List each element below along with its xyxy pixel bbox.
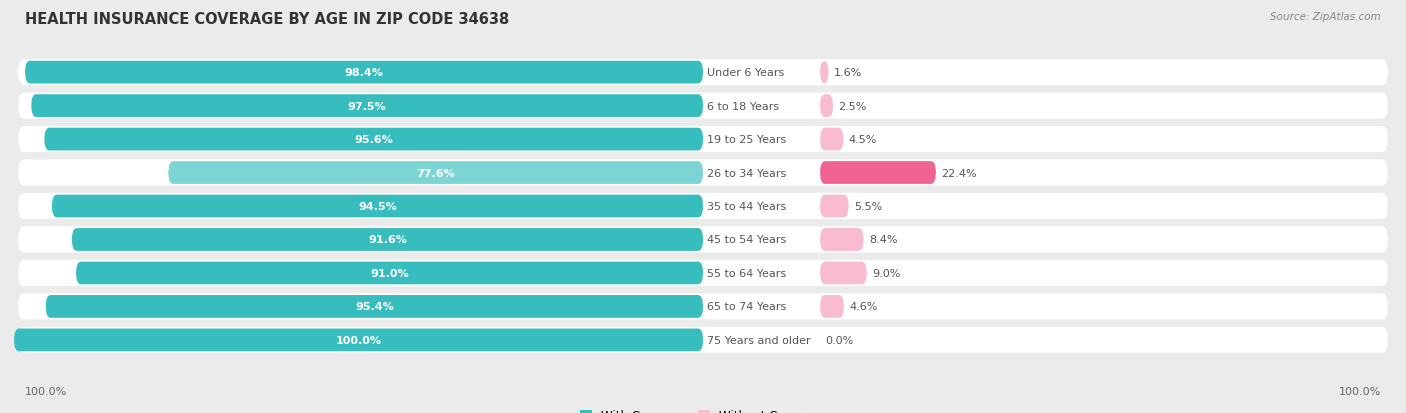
FancyBboxPatch shape bbox=[76, 262, 703, 285]
Text: 6 to 18 Years: 6 to 18 Years bbox=[707, 101, 779, 112]
FancyBboxPatch shape bbox=[820, 228, 863, 251]
FancyBboxPatch shape bbox=[820, 95, 832, 118]
Text: 8.4%: 8.4% bbox=[869, 235, 897, 245]
Text: 91.6%: 91.6% bbox=[368, 235, 406, 245]
FancyBboxPatch shape bbox=[14, 329, 703, 351]
Text: 35 to 44 Years: 35 to 44 Years bbox=[707, 202, 786, 211]
Text: 0.0%: 0.0% bbox=[825, 335, 853, 345]
FancyBboxPatch shape bbox=[18, 227, 1388, 253]
Text: 95.6%: 95.6% bbox=[354, 135, 394, 145]
Text: 98.4%: 98.4% bbox=[344, 68, 384, 78]
Text: Under 6 Years: Under 6 Years bbox=[707, 68, 785, 78]
Text: 77.6%: 77.6% bbox=[416, 168, 456, 178]
Text: Source: ZipAtlas.com: Source: ZipAtlas.com bbox=[1270, 12, 1381, 22]
FancyBboxPatch shape bbox=[18, 193, 1388, 220]
FancyBboxPatch shape bbox=[18, 294, 1388, 320]
FancyBboxPatch shape bbox=[46, 295, 703, 318]
Text: 55 to 64 Years: 55 to 64 Years bbox=[707, 268, 786, 278]
FancyBboxPatch shape bbox=[820, 262, 866, 285]
Text: 5.5%: 5.5% bbox=[853, 202, 883, 211]
Text: 9.0%: 9.0% bbox=[872, 268, 900, 278]
Text: 94.5%: 94.5% bbox=[359, 202, 396, 211]
FancyBboxPatch shape bbox=[820, 195, 849, 218]
FancyBboxPatch shape bbox=[18, 93, 1388, 119]
FancyBboxPatch shape bbox=[72, 228, 703, 251]
Text: 65 to 74 Years: 65 to 74 Years bbox=[707, 301, 786, 312]
Text: 100.0%: 100.0% bbox=[1339, 387, 1381, 396]
Text: 2.5%: 2.5% bbox=[838, 101, 868, 112]
Text: 100.0%: 100.0% bbox=[336, 335, 381, 345]
FancyBboxPatch shape bbox=[820, 162, 936, 185]
FancyBboxPatch shape bbox=[18, 260, 1388, 286]
Text: 22.4%: 22.4% bbox=[942, 168, 977, 178]
Text: 4.5%: 4.5% bbox=[849, 135, 877, 145]
FancyBboxPatch shape bbox=[45, 128, 703, 151]
Text: 100.0%: 100.0% bbox=[25, 387, 67, 396]
Text: 97.5%: 97.5% bbox=[347, 101, 387, 112]
Text: 4.6%: 4.6% bbox=[849, 301, 877, 312]
Text: 1.6%: 1.6% bbox=[834, 68, 862, 78]
FancyBboxPatch shape bbox=[169, 162, 703, 185]
FancyBboxPatch shape bbox=[18, 127, 1388, 153]
Text: HEALTH INSURANCE COVERAGE BY AGE IN ZIP CODE 34638: HEALTH INSURANCE COVERAGE BY AGE IN ZIP … bbox=[25, 12, 509, 27]
FancyBboxPatch shape bbox=[25, 62, 703, 84]
FancyBboxPatch shape bbox=[18, 327, 1388, 353]
FancyBboxPatch shape bbox=[820, 128, 844, 151]
FancyBboxPatch shape bbox=[820, 295, 844, 318]
FancyBboxPatch shape bbox=[52, 195, 703, 218]
Text: 95.4%: 95.4% bbox=[354, 301, 394, 312]
Text: 75 Years and older: 75 Years and older bbox=[707, 335, 811, 345]
Text: 26 to 34 Years: 26 to 34 Years bbox=[707, 168, 786, 178]
Text: 45 to 54 Years: 45 to 54 Years bbox=[707, 235, 786, 245]
Text: 91.0%: 91.0% bbox=[370, 268, 409, 278]
FancyBboxPatch shape bbox=[18, 60, 1388, 86]
FancyBboxPatch shape bbox=[18, 160, 1388, 186]
Legend: With Coverage, Without Coverage: With Coverage, Without Coverage bbox=[575, 404, 831, 413]
Text: 19 to 25 Years: 19 to 25 Years bbox=[707, 135, 786, 145]
FancyBboxPatch shape bbox=[31, 95, 703, 118]
FancyBboxPatch shape bbox=[820, 62, 828, 84]
